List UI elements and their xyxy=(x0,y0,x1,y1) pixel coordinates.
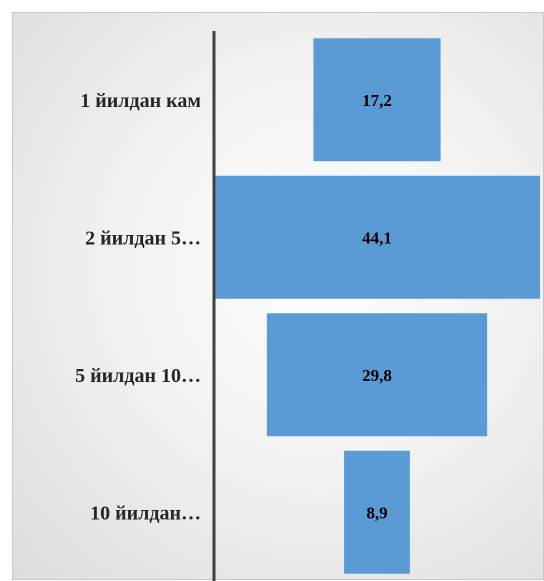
category-label-4: 10 йилдан… xyxy=(90,502,201,524)
category-label-1: 1 йилдан кам xyxy=(80,90,201,112)
bar-1 xyxy=(313,38,441,162)
data-label-1: 17,2 xyxy=(362,91,392,110)
data-label-4: 8,9 xyxy=(366,503,387,522)
bar-2 xyxy=(214,175,540,299)
bars-layer xyxy=(214,38,540,574)
chart-area: 17,2 1 йилдан кам 44,1 2 йилдан 5… 29,8 5 йил… xyxy=(12,12,544,581)
category-label-3: 5 йилдан 10… xyxy=(75,365,201,387)
bar-3 xyxy=(266,313,488,437)
labels-layer: 17,2 1 йилдан кам 44,1 2 йилдан 5… 29,8 5 йил… xyxy=(75,90,392,525)
data-label-3: 29,8 xyxy=(362,366,392,385)
category-label-2: 2 йилдан 5… xyxy=(85,227,201,249)
funnel-chart: 17,2 1 йилдан кам 44,1 2 йилдан 5… 29,8 5 йил… xyxy=(75,31,540,581)
data-label-2: 44,1 xyxy=(362,228,392,247)
bar-4 xyxy=(344,450,410,574)
